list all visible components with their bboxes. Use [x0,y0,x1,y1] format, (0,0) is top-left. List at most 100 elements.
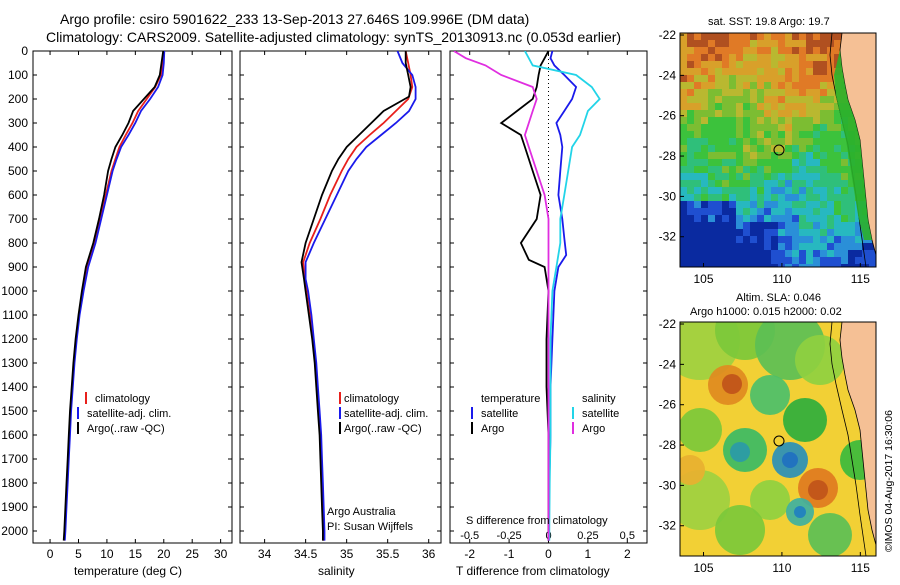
sst-cell [806,68,814,76]
y-tick-label: 1300 [1,356,28,370]
sst-cell [701,89,709,97]
sst-cell [729,166,737,174]
sst-cell [715,194,723,202]
x-tick-label: 35 [340,547,354,561]
sst-cell [680,68,688,76]
sst-cell [813,194,821,202]
sst-cell [820,131,828,139]
sst-cell [722,250,730,258]
sst-cell [841,145,849,153]
sst-cell [729,61,737,69]
sst-cell [771,40,779,48]
sst-cell [771,61,779,69]
sst-cell [729,215,737,223]
sst-cell [708,40,716,48]
sst-cell [680,96,688,104]
sla-land [839,322,876,546]
sst-cell [869,250,876,258]
sla-blob [750,480,790,520]
sst-cell [687,208,695,216]
sst-cell [820,152,828,160]
sst-cell [722,236,730,244]
sst-cell [715,54,723,62]
sst-cell [764,61,772,69]
sst-cell [792,68,800,76]
sst-cell [771,208,779,216]
sst-cell [764,215,772,223]
sst-cell [792,236,800,244]
sst-cell [778,117,786,125]
sst-cell [764,166,772,174]
sst-cell [806,194,814,202]
sst-cell [743,40,751,48]
sst-cell [687,110,695,118]
sst-cell [708,75,716,83]
sst-cell [694,131,702,139]
sst-cell [757,117,765,125]
sst-cell [729,110,737,118]
sst-cell [687,173,695,181]
sst-cell [708,96,716,104]
sst-cell [820,257,828,265]
sst-cell [680,33,688,41]
sst-cell [834,250,842,258]
sst-cell [778,61,786,69]
sst-cell [680,124,688,132]
sst-cell [701,236,709,244]
sst-cell [729,33,737,41]
sst-cell [736,40,744,48]
y-tick-label: 1500 [1,404,28,418]
sst-cell [722,229,730,237]
sst-cell [778,54,786,62]
sst-cell [799,96,807,104]
sst-cell [743,89,751,97]
sst-cell [848,187,856,195]
sst-cell [729,131,737,139]
map-x-tick-label: 105 [694,561,714,575]
x-tick-label: 20 [157,547,171,561]
sst-cell [778,208,786,216]
sst-cell [792,257,800,265]
difference-legend-salinity: salinity satellite Argo [572,393,619,435]
map-y-tick-label: -30 [659,189,677,203]
sst-cell [701,166,709,174]
sst-cell [855,257,863,265]
sst-cell [848,173,856,181]
sst-cell [757,236,765,244]
sst-cell [722,208,730,216]
sst-cell [701,145,709,153]
sst-cell [736,110,744,118]
sla-blob [795,335,845,385]
sst-cell [806,201,814,209]
sst-cell [799,159,807,167]
sst-cell [862,257,870,265]
sst-cell [806,215,814,223]
sst-cell [694,208,702,216]
sst-cell [771,215,779,223]
sst-cell [757,82,765,90]
sst-map-ticks: 105 110 115 -22 -24 -26 -28 -30 -32 [659,28,871,286]
sst-cell [750,47,758,55]
sst-cell [687,138,695,146]
sst-cell [680,47,688,55]
sst-cell [687,82,695,90]
sst-cell [680,82,688,90]
sst-cell [722,180,730,188]
sst-cell [764,243,772,251]
sst-cell [848,194,856,202]
sst-cell [736,33,744,41]
sst-cell [694,124,702,132]
sst-cell [848,201,856,209]
map-y-tick-label: -26 [659,398,677,412]
sst-cell [743,215,751,223]
sst-cell [743,152,751,160]
sst-cell [687,257,695,265]
sst-cell [792,33,800,41]
y-tick-label: 1400 [1,380,28,394]
sst-cell [764,257,772,265]
sst-cell [687,159,695,167]
salinity-annotation-line1: Argo Australia [327,506,396,518]
sst-cell [785,124,793,132]
sst-cell [687,194,695,202]
